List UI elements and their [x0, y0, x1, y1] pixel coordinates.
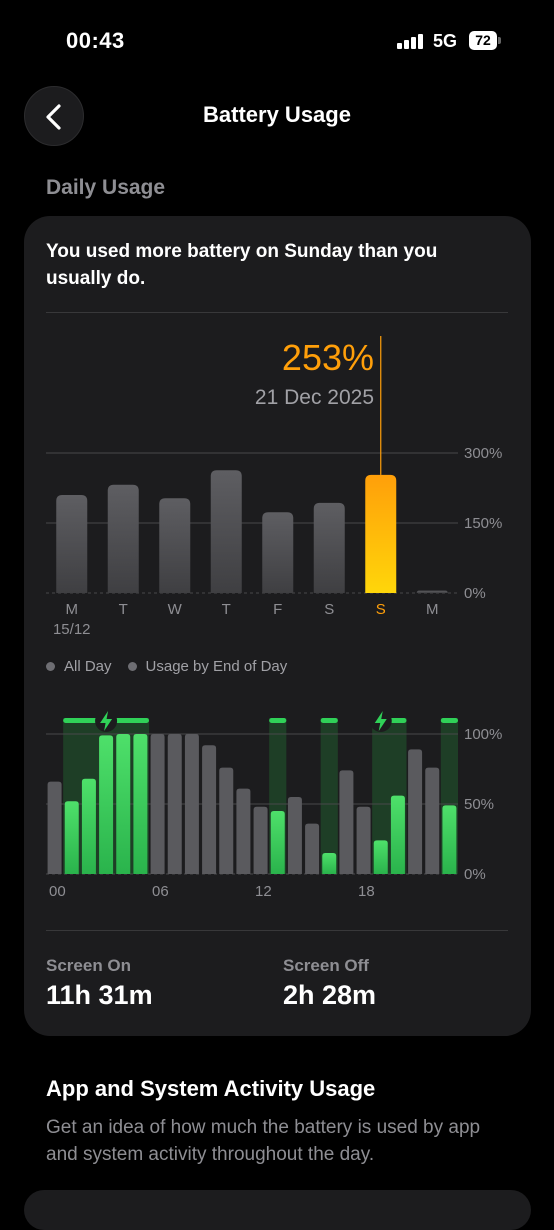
screen-on-stat: Screen On 11h 31m	[46, 956, 153, 1011]
hourly-bar-usage	[253, 806, 268, 874]
screen-on-label: Screen On	[46, 956, 132, 975]
charging-bolt-icon	[100, 711, 113, 731]
hourly-bar-usage	[425, 767, 440, 874]
hourly-bar-screen-on	[99, 735, 114, 874]
charging-period-bar	[320, 718, 338, 723]
hourly-legend: All Day Usage by End of Day	[46, 658, 303, 675]
battery-level: 72	[469, 31, 497, 50]
hourly-bar-usage	[202, 745, 217, 874]
daily-ytick-label: 150%	[464, 515, 502, 532]
daily-ytick-label: 0%	[464, 585, 486, 602]
hourly-bar-usage	[184, 734, 199, 874]
selected-day-date: 21 Dec 2025	[255, 386, 374, 409]
legend-usage-by-end-of-day: Usage by End of Day	[127, 658, 287, 675]
battery-icon: 72	[469, 31, 501, 50]
daily-bar	[159, 498, 191, 593]
daily-bar-selected	[365, 474, 397, 593]
hourly-xtick-label: 18	[358, 883, 375, 900]
screen-off-stat: Screen Off 2h 28m	[283, 956, 376, 1011]
battery-usage-charts[interactable]: 300% 150% 0% M 15/12 T W T F S S M 253% 21 Dec 2025 10…	[24, 216, 531, 916]
hourly-bar-usage	[236, 788, 251, 874]
hourly-bar-usage	[305, 823, 320, 874]
daily-xtick-label: T	[119, 601, 128, 618]
hourly-bar-usage	[356, 806, 371, 874]
status-time: 00:43	[66, 28, 125, 53]
hourly-bar-screen-on	[133, 734, 148, 874]
daily-xtick-sublabel: 15/12	[53, 621, 91, 638]
hourly-bar-screen-on	[270, 811, 285, 874]
daily-xtick-label: S	[376, 601, 386, 618]
selected-day-value: 253%	[282, 337, 374, 378]
hourly-ytick-label: 0%	[464, 866, 486, 883]
network-type: 5G	[433, 31, 458, 51]
divider	[46, 930, 508, 931]
daily-bar	[210, 470, 242, 593]
daily-xtick-label: S	[324, 601, 334, 618]
hourly-bar-screen-on	[81, 778, 96, 874]
hourly-bar-screen-on	[64, 801, 79, 874]
charging-period-background	[320, 718, 338, 874]
activity-usage-card[interactable]	[24, 1190, 531, 1230]
hourly-xtick-label: 00	[49, 883, 66, 900]
hourly-ytick-label: 50%	[464, 796, 494, 813]
activity-usage-title: App and System Activity Usage	[46, 1076, 376, 1101]
usage-insight-text: You used more battery on Sunday than you…	[46, 241, 438, 289]
daily-usage-card: You used more battery on Sunday than you…	[24, 216, 531, 1036]
charging-period-bar	[269, 718, 287, 723]
hourly-ytick-label: 100%	[464, 726, 502, 743]
back-button[interactable]	[24, 86, 84, 146]
hourly-bar-screen-on	[373, 840, 388, 874]
hourly-xtick-label: 12	[255, 883, 272, 900]
hourly-bar-usage	[287, 797, 302, 874]
daily-bar	[313, 502, 345, 593]
daily-bar	[416, 590, 448, 593]
daily-xtick-label: F	[273, 601, 282, 618]
hourly-bar-usage	[339, 770, 354, 874]
hourly-bar-usage	[219, 767, 234, 874]
divider	[46, 312, 508, 313]
hourly-bar-usage	[408, 749, 423, 874]
screen-off-label: Screen Off	[283, 956, 369, 975]
charging-bolt-icon	[374, 711, 387, 731]
screen-off-value: 2h 28m	[283, 980, 377, 1010]
hourly-bar-usage	[167, 734, 182, 874]
screen-on-value: 11h 31m	[46, 980, 153, 1010]
hourly-bar-screen-on	[322, 853, 337, 874]
daily-xtick-label: T	[222, 601, 231, 618]
chevron-left-icon	[46, 104, 61, 130]
hourly-bar-usage	[150, 734, 165, 874]
hourly-bar-screen-on	[442, 805, 457, 874]
daily-xtick-label: M	[66, 601, 79, 618]
daily-ytick-label: 300%	[464, 445, 502, 462]
daily-bar	[56, 495, 88, 593]
charging-period-bar	[440, 718, 458, 723]
legend-all-day: All Day	[46, 658, 112, 675]
daily-xtick-label: W	[168, 601, 183, 618]
page-title: Battery Usage	[203, 102, 351, 127]
status-bar: 00:43 5G 72	[0, 0, 554, 80]
hourly-bar-screen-on	[390, 795, 405, 874]
daily-xtick-label: M	[426, 601, 439, 618]
section-header-daily-usage: Daily Usage	[46, 176, 166, 199]
daily-bar	[107, 484, 139, 593]
cellular-signal-icon	[397, 33, 427, 49]
activity-usage-description: Get an idea of how much the battery is u…	[46, 1117, 481, 1165]
hourly-bar-screen-on	[116, 734, 131, 874]
hourly-xtick-label: 06	[152, 883, 169, 900]
daily-bar	[262, 512, 294, 593]
hourly-bar-usage	[47, 781, 62, 874]
